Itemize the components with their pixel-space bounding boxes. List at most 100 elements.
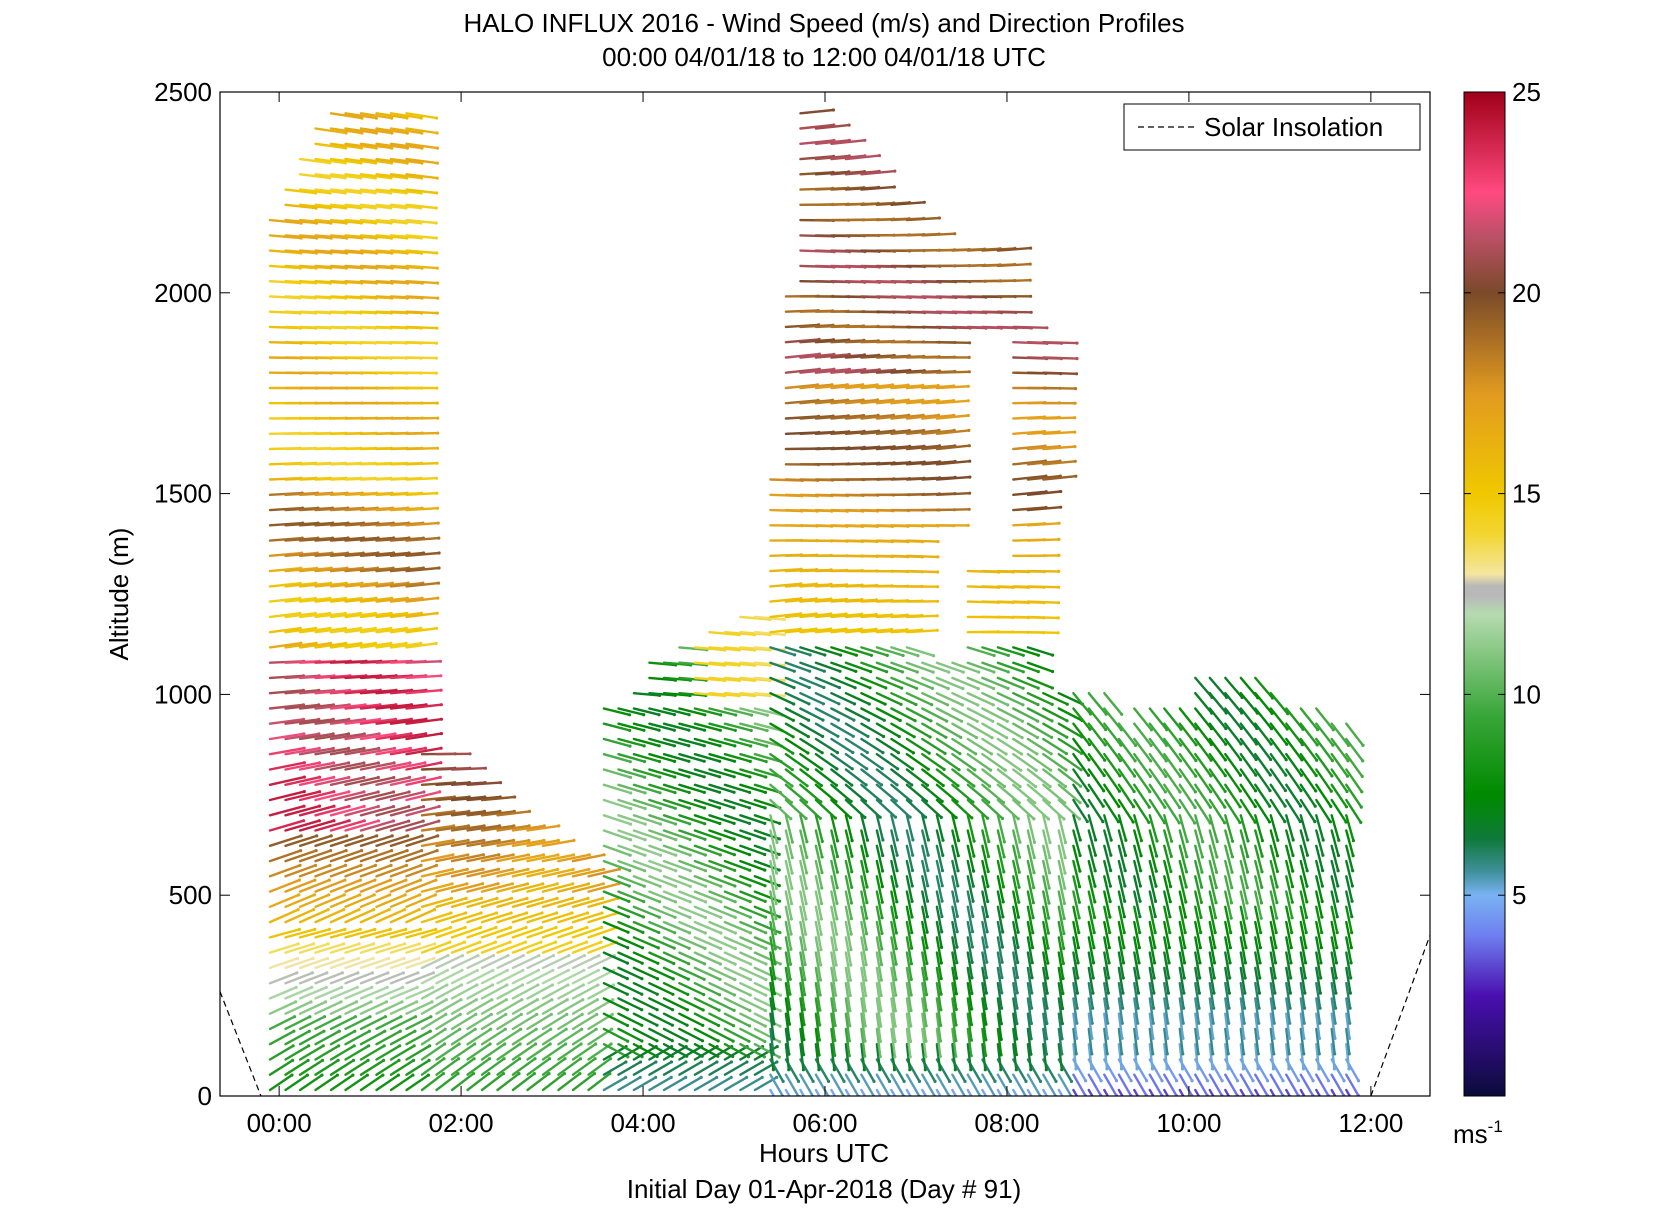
wind-barb-tip xyxy=(764,1009,768,1013)
wind-barb xyxy=(921,920,929,949)
wind-barb xyxy=(1148,936,1156,965)
wind-barb xyxy=(405,325,439,330)
wind-barb-tip xyxy=(940,884,944,888)
wind-barb xyxy=(526,868,559,878)
wind-barb-tip xyxy=(1180,1067,1185,1071)
wind-barb xyxy=(1163,859,1172,888)
wind-barb-tip xyxy=(910,931,914,935)
wind-barb-tip xyxy=(377,746,381,751)
wind-barb xyxy=(905,414,940,420)
wind-barb-tip xyxy=(732,790,736,794)
wind-barb-tip xyxy=(332,790,336,794)
wind-barb xyxy=(632,707,661,716)
wind-barb-tip xyxy=(302,746,306,750)
wind-barb-tip xyxy=(702,759,706,763)
wind-barb xyxy=(844,368,881,374)
wind-barb xyxy=(480,926,512,939)
wind-barb-tip xyxy=(1154,884,1158,888)
wind-barb xyxy=(1163,1012,1169,1040)
wind-barb xyxy=(1042,341,1079,345)
wind-barb xyxy=(389,203,422,210)
wind-barb xyxy=(617,814,647,826)
wind-barb xyxy=(693,768,721,778)
wind-barb xyxy=(1042,692,1069,706)
wind-barb-tip xyxy=(790,856,794,860)
wind-barb xyxy=(466,998,493,1015)
wind-barb xyxy=(284,834,318,847)
wind-barb-tip xyxy=(747,821,752,826)
wind-barb xyxy=(344,689,382,695)
wind-barb xyxy=(587,926,619,939)
wind-barb xyxy=(935,444,971,451)
wind-barb xyxy=(708,1060,733,1076)
wind-barb xyxy=(860,783,882,803)
wind-barb-tip xyxy=(674,838,678,842)
wind-barb xyxy=(921,444,956,451)
wind-barb xyxy=(375,1044,401,1061)
wind-barb-tip xyxy=(835,855,840,859)
wind-barb-tip xyxy=(836,734,840,738)
wind-barb xyxy=(739,936,768,950)
wind-barb xyxy=(981,875,989,903)
wind-barb xyxy=(890,905,898,935)
wind-barb xyxy=(890,445,926,451)
wind-barb xyxy=(1163,1027,1169,1056)
wind-barb-tip xyxy=(1073,430,1077,434)
wind-barb xyxy=(935,737,962,755)
wind-barb-tip xyxy=(1029,1021,1033,1026)
wind-barb-tip xyxy=(434,927,438,932)
wind-barb xyxy=(389,597,424,603)
wind-barb-tip xyxy=(1049,752,1053,756)
wind-barb xyxy=(389,1000,418,1015)
wind-barb xyxy=(344,1073,369,1092)
wind-barb-tip xyxy=(673,775,677,779)
wind-barb-tip xyxy=(940,799,944,804)
wind-barb xyxy=(784,352,821,359)
wind-barb xyxy=(405,747,443,756)
wind-barb xyxy=(844,905,853,936)
wind-barb xyxy=(1026,1012,1033,1041)
wind-barb-tip xyxy=(1006,703,1010,707)
wind-barb-tip xyxy=(895,869,899,873)
wind-barb xyxy=(784,829,794,859)
wind-barb xyxy=(830,722,855,738)
wind-barb-tip xyxy=(853,686,857,690)
wind-barb-tip xyxy=(370,985,374,990)
wind-barb-tip xyxy=(643,822,647,826)
wind-barb xyxy=(496,897,529,908)
wind-barb-tip xyxy=(1065,719,1069,723)
wind-barb xyxy=(1194,1073,1209,1096)
wind-barb xyxy=(1072,768,1090,792)
wind-barb-tip xyxy=(999,1022,1004,1026)
wind-barb-tip xyxy=(1000,945,1005,949)
wind-barb-tip xyxy=(773,962,777,966)
wind-barb-tip xyxy=(1047,916,1051,920)
wind-barb xyxy=(1057,753,1083,771)
wind-barb xyxy=(981,1027,987,1057)
wind-barb xyxy=(860,707,886,722)
wind-barb-tip xyxy=(778,962,782,966)
wind-barb xyxy=(1057,798,1081,821)
wind-barb-tip xyxy=(1135,1067,1139,1071)
wind-barb xyxy=(359,957,390,970)
wind-barb xyxy=(648,951,675,965)
wind-barb-tip xyxy=(955,930,959,934)
wind-barb xyxy=(617,920,645,934)
wind-barb xyxy=(298,1029,326,1046)
wind-barb-tip xyxy=(418,878,422,882)
wind-barb-tip xyxy=(625,961,630,965)
wind-barb xyxy=(329,566,364,573)
wind-barb-tip xyxy=(835,751,840,755)
wind-barb xyxy=(769,707,795,722)
wind-barb-tip xyxy=(1181,1036,1185,1040)
wind-barb-tip xyxy=(866,734,870,739)
wind-barb xyxy=(966,997,973,1026)
wind-barb-tip xyxy=(1063,886,1067,890)
wind-barb xyxy=(830,768,853,787)
wind-barb xyxy=(1042,460,1077,466)
wind-barb-tip xyxy=(1089,1067,1094,1071)
wind-barb-tip xyxy=(407,805,411,809)
wind-barb-tip xyxy=(401,971,405,975)
wind-barb xyxy=(511,1072,536,1092)
wind-barb xyxy=(329,718,366,725)
